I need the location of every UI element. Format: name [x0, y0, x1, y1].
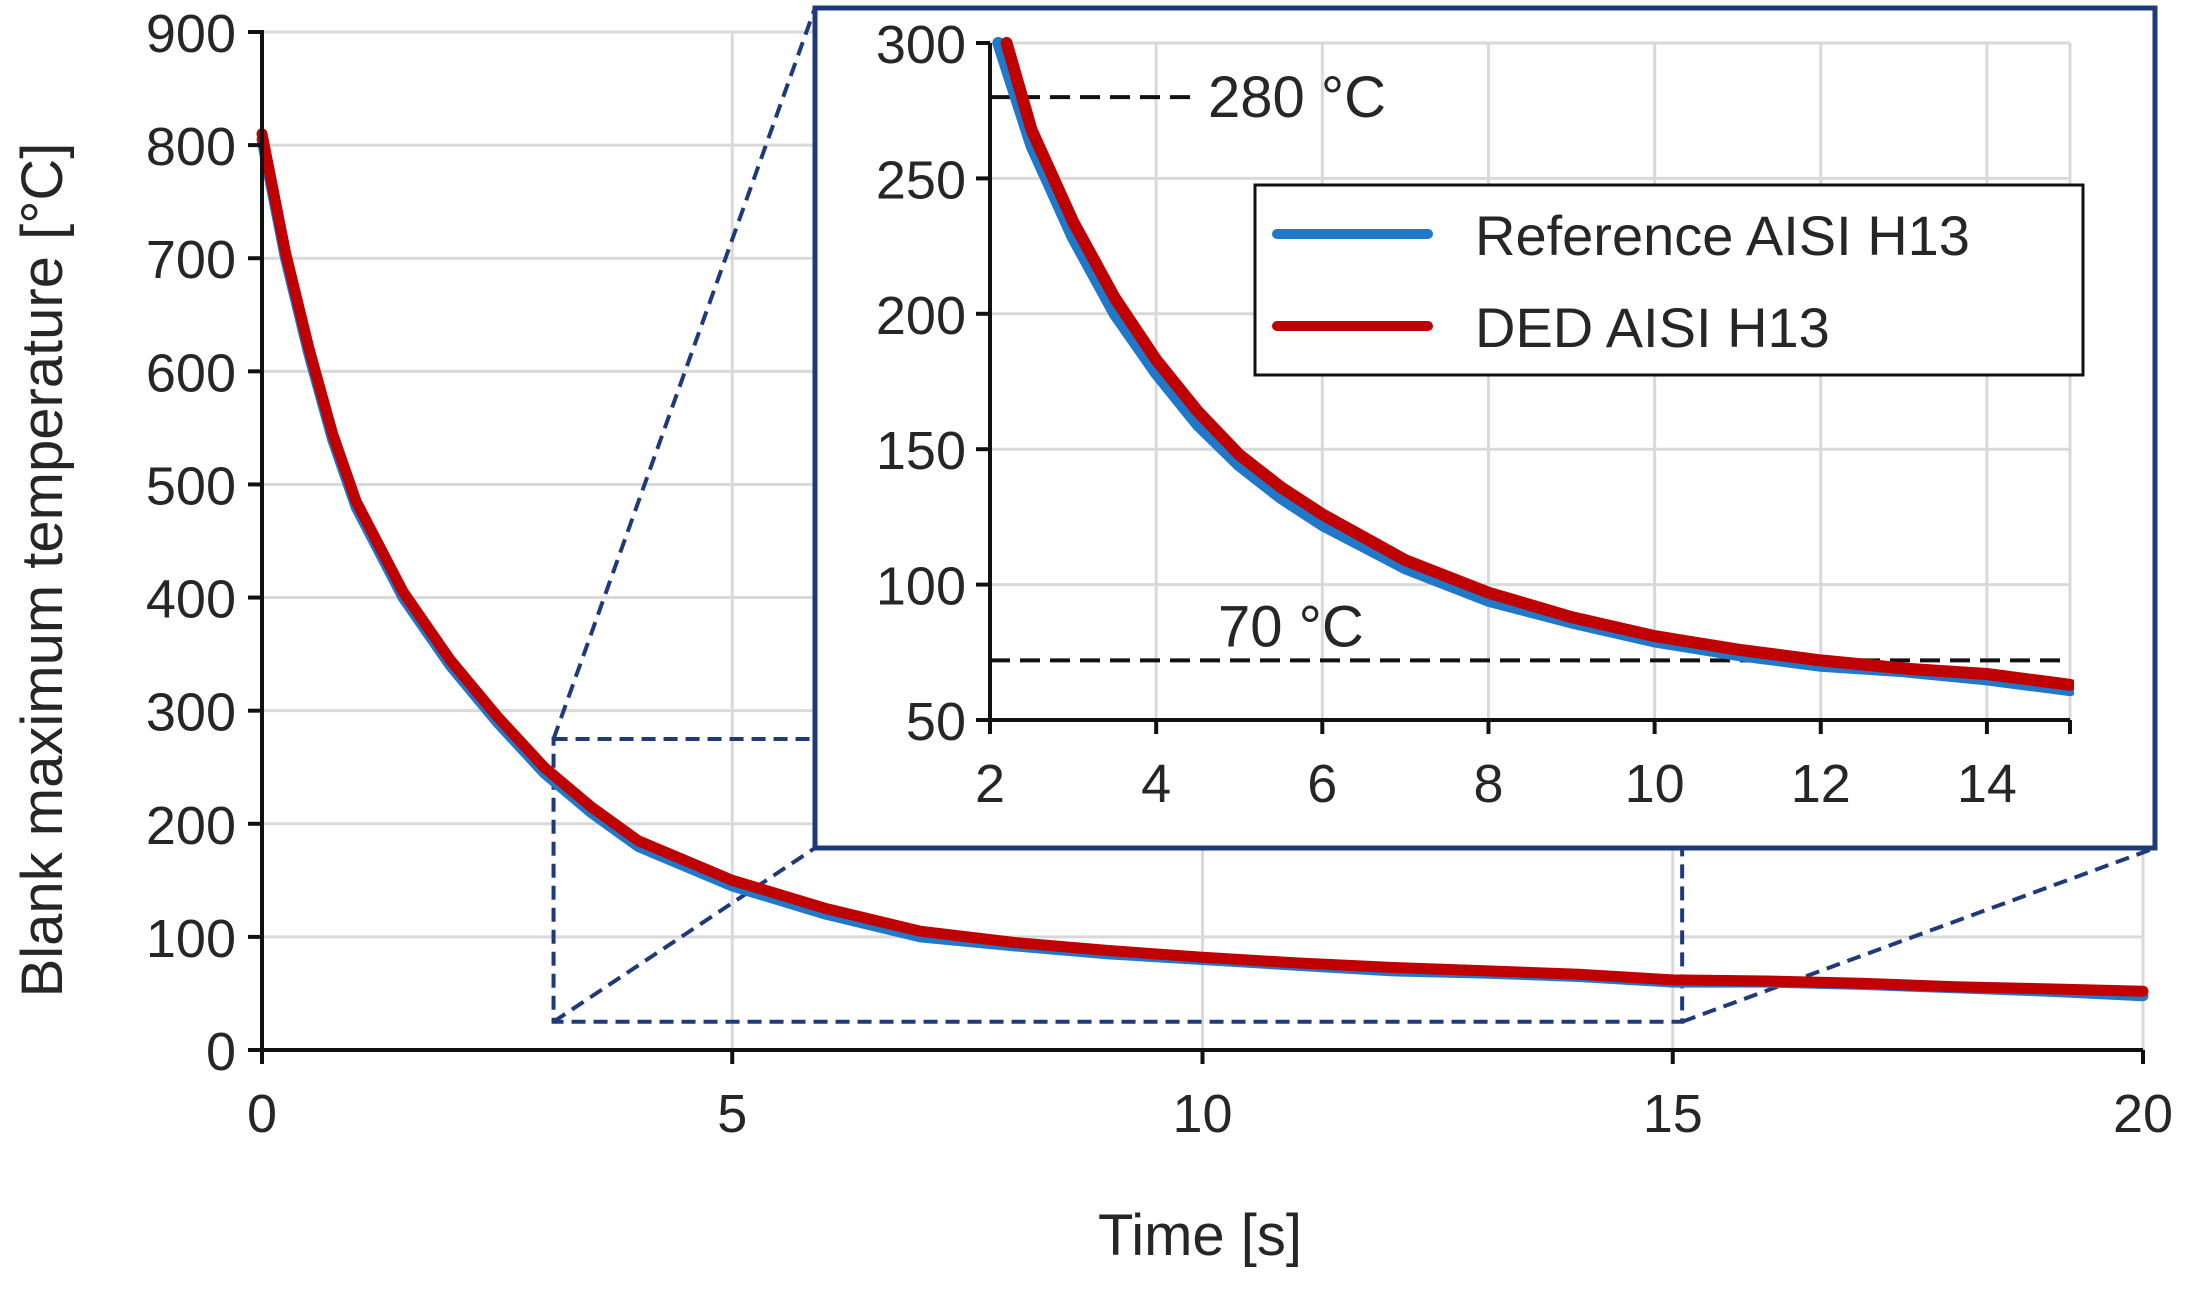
- main-xtick-label-20: 20: [2113, 1084, 2173, 1144]
- main-xtick-label-0: 0: [247, 1084, 277, 1144]
- ref-label-280: 280 °C: [1208, 65, 1386, 130]
- zoom-connector-left: [552, 846, 817, 1024]
- legend-label-reference: Reference AISI H13: [1475, 204, 1970, 267]
- inset-xtick-label-4: 4: [1141, 754, 1171, 814]
- main-xtick-label-5: 5: [717, 1084, 747, 1144]
- main-ytick-label-800: 800: [146, 117, 236, 177]
- main-ytick-label-300: 300: [146, 683, 236, 743]
- inset-ytick-label-50: 50: [906, 692, 966, 752]
- main-ytick-label-700: 700: [146, 230, 236, 290]
- main-ytick-label-100: 100: [146, 909, 236, 969]
- legend-box: [1253, 183, 2085, 377]
- y-axis-label: Blank maximum temperature [°C]: [10, 143, 75, 998]
- inset-ytick-label-300: 300: [876, 15, 966, 75]
- main-ytick-label-500: 500: [146, 456, 236, 516]
- legend: Reference AISI H13 DED AISI H13: [1253, 183, 2085, 377]
- inset-ytick-label-250: 250: [876, 150, 966, 210]
- inset-xtick-label-10: 10: [1625, 754, 1685, 814]
- main-ytick-label-0: 0: [206, 1022, 236, 1082]
- main-series-ded-line: [256, 128, 2149, 997]
- main-xtick-label-10: 10: [1172, 1084, 1232, 1144]
- x-axis-label: Time [s]: [1098, 1203, 1302, 1268]
- main-xtick-label-15: 15: [1643, 1084, 1703, 1144]
- inset-ytick-label-150: 150: [876, 421, 966, 481]
- inset-xtick-label-6: 6: [1307, 754, 1337, 814]
- inset-tick-labels: 50 100 150 200 250 300 2 4 6 8 10 12 14: [876, 15, 2017, 814]
- inset-xtick-label-2: 2: [975, 754, 1005, 814]
- main-axes: [248, 30, 2145, 1064]
- main-tick-labels: 0 100 200 300 400 500 600 700 800 900 0 5 10 15 20: [146, 4, 2173, 1144]
- zoom-connector-right: [1681, 846, 2156, 1024]
- inset-xtick-label-8: 8: [1473, 754, 1503, 814]
- main-ytick-label-200: 200: [146, 796, 236, 856]
- inset-reference-lines: 280 °C 70 °C: [990, 65, 2070, 663]
- ref-label-70: 70 °C: [1218, 594, 1364, 659]
- zoom-box: [551, 7, 2156, 1024]
- inset-xtick-label-14: 14: [1957, 754, 2017, 814]
- legend-label-ded: DED AISI H13: [1475, 296, 1830, 359]
- zoom-connector-top: [551, 7, 817, 740]
- main-ytick-label-900: 900: [146, 4, 236, 64]
- inset-ytick-label-200: 200: [876, 286, 966, 346]
- inset-axes: [976, 41, 2072, 734]
- inset-series-group: [992, 37, 2074, 697]
- main-series-group: [256, 128, 2149, 1002]
- main-ytick-label-400: 400: [146, 570, 236, 630]
- inset-grid: [990, 41, 2072, 720]
- main-ytick-label-600: 600: [146, 343, 236, 403]
- inset-series-ded-line: [1000, 37, 2074, 691]
- inset-ytick-label-100: 100: [876, 557, 966, 617]
- inset-xtick-label-12: 12: [1791, 754, 1851, 814]
